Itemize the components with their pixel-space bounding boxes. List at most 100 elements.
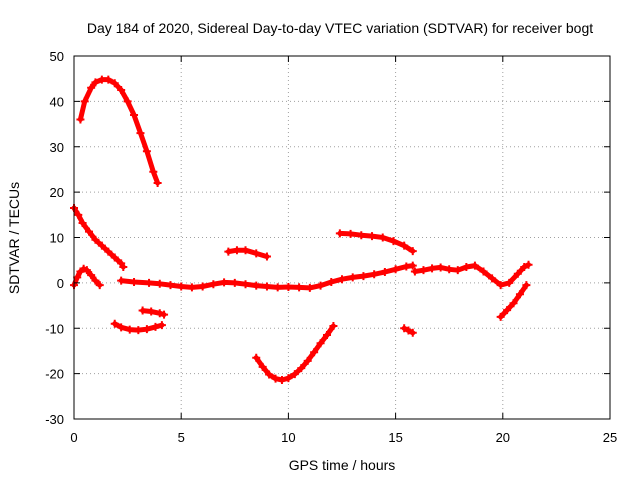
y-tick-label: -20 xyxy=(45,367,64,382)
x-tick-label: 25 xyxy=(603,430,617,445)
y-axis-label: SDTVAR / TECUs xyxy=(6,182,22,294)
data-point xyxy=(136,129,145,138)
data-point xyxy=(117,276,126,285)
data-point xyxy=(505,278,514,287)
data-point xyxy=(160,310,169,319)
data-point xyxy=(428,264,437,273)
data-point xyxy=(87,83,96,92)
data-point xyxy=(151,322,160,331)
data-point xyxy=(400,324,409,333)
series-arc-small-dash xyxy=(138,306,169,319)
data-point xyxy=(110,319,119,328)
data-point xyxy=(78,218,87,227)
data-point xyxy=(147,307,156,316)
series-arc-high-peak xyxy=(76,75,162,188)
data-point xyxy=(346,229,355,238)
x-axis-label: GPS time / hours xyxy=(289,457,396,473)
data-point xyxy=(76,115,85,124)
series-arc-upper-mid xyxy=(335,229,417,256)
data-series xyxy=(70,75,533,384)
x-tick-label: 0 xyxy=(70,430,77,445)
y-tick-label: -10 xyxy=(45,321,64,336)
data-point xyxy=(359,272,368,281)
data-point xyxy=(198,282,207,291)
data-point xyxy=(453,266,462,275)
x-tick-label: 15 xyxy=(388,430,402,445)
data-point xyxy=(515,290,524,299)
y-tick-label: 40 xyxy=(50,94,64,109)
y-tick-label: -30 xyxy=(45,412,64,427)
data-point xyxy=(262,282,271,291)
data-point xyxy=(357,231,366,240)
data-point xyxy=(265,370,274,379)
data-point xyxy=(327,277,336,286)
data-point xyxy=(252,281,261,290)
series-line xyxy=(77,77,161,186)
grid-lines xyxy=(74,56,610,419)
data-point xyxy=(262,252,271,261)
data-point xyxy=(125,325,134,334)
data-point xyxy=(496,281,505,290)
y-tick-label: 30 xyxy=(50,140,64,155)
x-tick-label: 5 xyxy=(178,430,185,445)
data-point xyxy=(404,326,413,335)
data-point xyxy=(177,282,186,291)
data-point xyxy=(419,266,428,275)
data-point xyxy=(95,281,104,290)
data-point xyxy=(277,375,286,384)
data-point xyxy=(87,271,96,280)
series-line xyxy=(71,205,126,270)
data-point xyxy=(220,278,229,287)
data-point xyxy=(389,237,398,246)
data-point xyxy=(271,374,280,383)
series-line xyxy=(118,263,416,291)
data-point xyxy=(224,247,233,256)
y-tick-labels: -30 -20 -10 0 10 20 30 40 50 xyxy=(45,49,64,427)
series-arc-low-left xyxy=(110,319,166,335)
data-point xyxy=(284,282,293,291)
data-point xyxy=(295,283,304,292)
data-point xyxy=(138,306,147,315)
data-point xyxy=(241,246,250,255)
data-point xyxy=(290,370,299,379)
y-tick-label: 0 xyxy=(57,276,64,291)
axis-ticks xyxy=(73,55,611,420)
data-point xyxy=(73,273,82,282)
data-point xyxy=(496,312,505,321)
data-point xyxy=(209,280,218,289)
data-point xyxy=(509,299,518,308)
data-point xyxy=(462,262,471,271)
x-tick-labels: 0 5 10 15 20 25 xyxy=(70,430,617,445)
data-point xyxy=(117,323,126,332)
data-point xyxy=(130,277,139,286)
data-point xyxy=(155,279,164,288)
data-point xyxy=(187,283,196,292)
data-point xyxy=(142,325,151,334)
data-point xyxy=(149,167,158,176)
data-point xyxy=(91,78,100,87)
data-point xyxy=(408,328,417,337)
data-point xyxy=(232,246,241,255)
data-point xyxy=(303,356,312,365)
data-point xyxy=(142,147,151,156)
data-point xyxy=(117,86,126,95)
chart-title: Day 184 of 2020, Sidereal Day-to-day VTE… xyxy=(87,20,593,36)
data-point xyxy=(310,348,319,357)
data-point xyxy=(370,270,379,279)
data-point xyxy=(110,253,119,262)
data-point xyxy=(153,179,162,188)
data-point xyxy=(273,283,282,292)
series-arc-descending-left xyxy=(70,204,128,271)
data-point xyxy=(241,280,250,289)
series-arc-midleft-short xyxy=(224,246,271,261)
x-tick-label: 20 xyxy=(496,430,510,445)
data-point xyxy=(522,281,531,290)
data-point xyxy=(408,247,417,256)
y-tick-label: 10 xyxy=(50,231,64,246)
series-arc-deep-trough xyxy=(252,321,338,384)
data-point xyxy=(338,275,346,284)
data-point xyxy=(145,278,154,287)
data-point xyxy=(252,353,261,362)
data-point xyxy=(524,260,533,269)
data-point xyxy=(123,97,132,106)
